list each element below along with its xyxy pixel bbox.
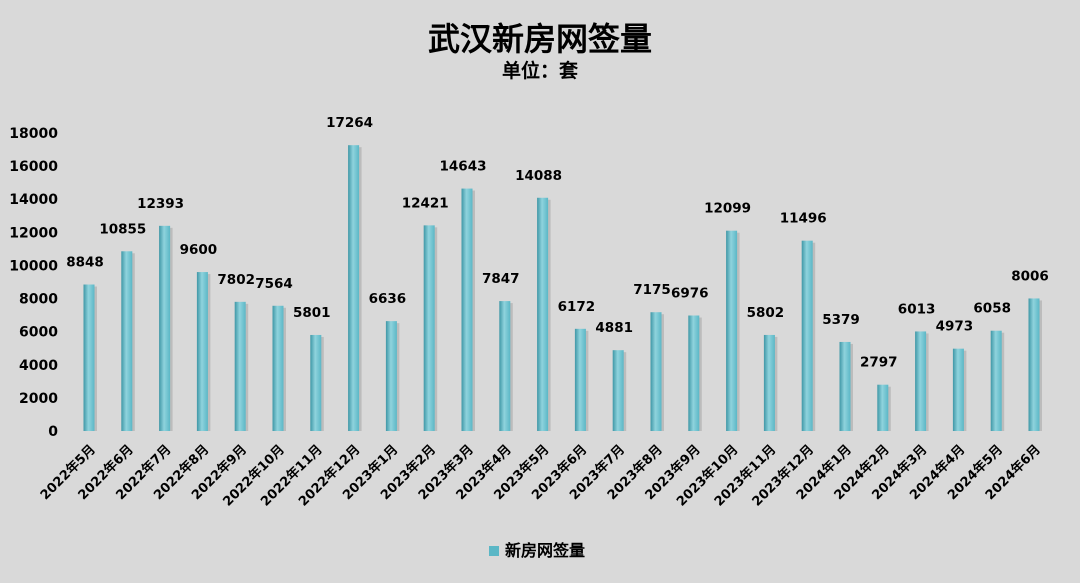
bar: [159, 225, 171, 431]
bar: [650, 312, 662, 431]
data-label: 8848: [66, 255, 104, 271]
data-label: 7802: [217, 272, 255, 288]
bar: [234, 301, 246, 431]
bar: [196, 272, 208, 431]
data-label: 6058: [973, 301, 1011, 317]
data-label: 17264: [326, 115, 373, 131]
bar: [612, 350, 624, 431]
data-label: 6013: [898, 301, 936, 317]
y-tick-label: 0: [48, 424, 58, 440]
y-tick-label: 12000: [9, 225, 58, 241]
data-label: 12421: [402, 195, 449, 211]
bar: [801, 240, 813, 431]
data-label: 6636: [369, 291, 407, 307]
bar: [574, 328, 586, 431]
y-tick-label: 18000: [9, 126, 58, 142]
data-label: 6976: [671, 286, 709, 302]
data-label: 5379: [822, 312, 860, 328]
bar: [1028, 298, 1040, 431]
data-label: 7564: [255, 276, 293, 292]
data-label: 4881: [595, 320, 633, 336]
bar: [877, 384, 889, 431]
bar: [310, 334, 322, 431]
chart-subtitle: 单位：套: [502, 59, 579, 82]
bar: [121, 251, 133, 431]
data-label: 8006: [1011, 268, 1049, 284]
x-axis: 2022年5月2022年6月2022年7月2022年8月2022年9月2022年…: [37, 442, 1044, 510]
data-label: 5802: [747, 305, 785, 321]
data-label: 12393: [137, 196, 184, 212]
data-label: 5801: [293, 305, 331, 321]
legend-swatch: [489, 546, 499, 556]
bar: [83, 284, 95, 431]
bar: [348, 145, 360, 432]
data-label: 2797: [860, 355, 898, 371]
data-label: 14643: [440, 159, 487, 175]
bar: [952, 348, 964, 431]
y-tick-label: 2000: [19, 391, 58, 407]
bar: [499, 301, 511, 431]
bar: [423, 225, 435, 431]
data-label: 14088: [515, 168, 562, 184]
bar: [461, 188, 473, 431]
data-label: 12099: [704, 201, 751, 217]
bar: [385, 321, 397, 431]
bar: [537, 197, 549, 431]
y-tick-label: 16000: [9, 159, 58, 175]
data-label: 11496: [780, 211, 827, 227]
data-label: 4973: [936, 319, 974, 335]
bar: [990, 330, 1002, 431]
bar: [272, 305, 284, 431]
legend-label: 新房网签量: [505, 541, 585, 560]
y-tick-label: 10000: [9, 258, 58, 274]
bar: [915, 331, 927, 431]
bar: [839, 341, 851, 431]
data-label: 7847: [482, 271, 520, 287]
y-tick-label: 6000: [19, 325, 58, 341]
data-label: 7175: [633, 282, 671, 298]
data-label: 6172: [558, 299, 596, 315]
bar: [688, 315, 700, 431]
legend: 新房网签量: [489, 541, 585, 560]
y-axis: 0 2000 4000 6000 8000 10000 12000 14000 16000 180…: [9, 126, 58, 440]
data-label: 9600: [180, 242, 218, 258]
bar: [763, 334, 775, 431]
y-tick-label: 14000: [9, 192, 58, 208]
y-tick-label: 8000: [19, 292, 58, 308]
chart-title: 武汉新房网签量: [428, 20, 652, 58]
data-label: 10855: [99, 221, 146, 237]
y-tick-label: 4000: [19, 358, 58, 374]
bar: [726, 230, 738, 431]
